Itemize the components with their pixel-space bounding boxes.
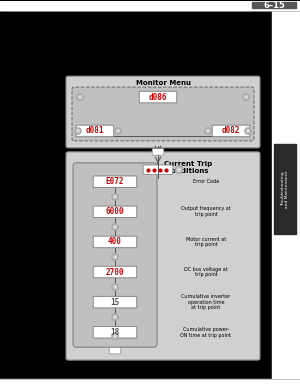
Circle shape [242,94,250,100]
Bar [0,379,300,388]
Text: Output frequency at
trip point: Output frequency at trip point [181,206,231,217]
FancyBboxPatch shape [93,176,137,187]
FancyBboxPatch shape [93,206,137,218]
Circle shape [177,168,181,172]
Circle shape [244,95,248,99]
FancyBboxPatch shape [66,152,260,360]
Bar [272,11,300,379]
Text: d081: d081 [86,126,104,135]
Text: d086: d086 [149,93,167,102]
FancyBboxPatch shape [93,236,137,248]
FancyBboxPatch shape [93,266,137,278]
Circle shape [74,127,82,134]
Text: DC bus voltage at
trip point: DC bus voltage at trip point [184,267,228,277]
Text: d082: d082 [222,126,240,135]
Text: 15: 15 [110,298,120,307]
Text: Error Code: Error Code [193,179,219,184]
Circle shape [76,129,80,133]
Circle shape [113,225,117,229]
FancyBboxPatch shape [72,87,254,141]
Circle shape [116,129,120,133]
Text: 6000: 6000 [106,207,124,217]
Text: Monitor Menu: Monitor Menu [136,80,190,86]
FancyBboxPatch shape [73,163,157,347]
Bar [0,2,300,10]
Circle shape [112,223,118,230]
Text: E072: E072 [106,177,124,186]
Text: Cumulative inverter
operation time
at trip point: Cumulative inverter operation time at tr… [182,294,231,310]
Circle shape [206,129,210,133]
Circle shape [244,127,251,134]
Circle shape [113,315,117,319]
Circle shape [246,129,250,133]
Circle shape [112,333,118,340]
Circle shape [78,95,82,99]
Circle shape [112,284,118,291]
Bar [250,2,298,9]
Text: Cumulative power-
ON time at trip point: Cumulative power- ON time at trip point [181,327,232,338]
FancyBboxPatch shape [152,149,164,155]
Text: Troubleshooting
and Maintenance: Troubleshooting and Maintenance [281,170,289,208]
FancyBboxPatch shape [66,76,260,148]
FancyBboxPatch shape [76,125,114,137]
Circle shape [113,255,117,259]
Circle shape [113,334,117,338]
Text: 2700: 2700 [106,268,124,277]
Circle shape [112,253,118,260]
Circle shape [112,193,118,200]
Circle shape [112,314,118,320]
Circle shape [175,166,183,174]
Text: Current Trip
Conditions: Current Trip Conditions [164,161,212,174]
Bar [252,2,296,9]
Circle shape [115,127,122,134]
FancyBboxPatch shape [109,347,121,354]
Circle shape [113,195,117,199]
FancyBboxPatch shape [93,326,137,338]
Circle shape [205,127,212,134]
Bar [274,144,296,234]
Text: 6–15: 6–15 [263,1,285,10]
Text: 18: 18 [110,328,120,337]
FancyBboxPatch shape [212,125,250,137]
FancyBboxPatch shape [143,165,173,175]
Text: Motor current at
trip point: Motor current at trip point [186,237,226,247]
Circle shape [76,94,83,100]
FancyBboxPatch shape [139,91,177,103]
Text: Trip History: Trip History [216,90,252,95]
Text: 400: 400 [108,237,122,246]
FancyBboxPatch shape [93,296,137,308]
Circle shape [113,285,117,289]
